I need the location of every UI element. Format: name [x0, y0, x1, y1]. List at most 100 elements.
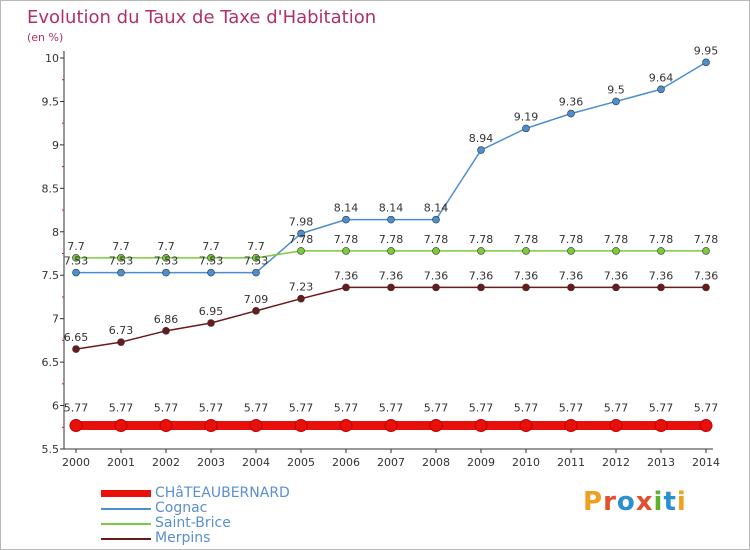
data-label: 7.78: [379, 233, 404, 246]
data-point: [609, 419, 623, 433]
y-tick-label: 8: [52, 226, 59, 239]
data-point: [342, 215, 350, 224]
data-point: [522, 247, 530, 255]
data-point: [612, 97, 620, 106]
data-label: 5.77: [559, 402, 584, 415]
data-label: 9.36: [559, 96, 584, 109]
data-point: [522, 124, 530, 133]
data-point: [117, 254, 125, 262]
data-label: 7.7: [202, 240, 220, 253]
data-point: [342, 247, 350, 255]
data-label: 7.36: [379, 269, 404, 282]
data-point: [162, 254, 170, 262]
data-point: [297, 294, 305, 303]
x-tick-label: 2008: [422, 456, 450, 469]
data-label: 5.77: [244, 402, 269, 415]
data-label: 9.5: [607, 83, 625, 96]
data-point: [477, 146, 485, 154]
y-tick-label: 6: [52, 400, 59, 413]
legend-label-cognac: Cognac: [155, 500, 208, 516]
chart-subtitle: (en %): [27, 31, 64, 44]
x-tick-label: 2012: [602, 456, 630, 469]
x-tick-label: 2009: [467, 456, 495, 469]
data-label: 6.73: [109, 324, 134, 337]
data-point: [564, 419, 578, 433]
legend-item-chateaubernard: CHâTEAUBERNARD: [101, 485, 361, 502]
data-label: 8.14: [379, 202, 404, 215]
data-label: 7.36: [424, 269, 449, 282]
data-point: [207, 319, 215, 327]
data-point: [159, 419, 173, 433]
data-point: [69, 419, 83, 433]
data-point: [249, 419, 263, 433]
data-point: [384, 419, 398, 433]
x-tick-label: 2002: [152, 456, 180, 469]
data-label: 5.77: [109, 402, 134, 415]
data-label: 5.77: [379, 402, 404, 415]
data-label: 7.36: [469, 269, 494, 282]
data-label: 5.77: [604, 402, 629, 415]
legend-label-merpins: Merpins: [155, 530, 211, 546]
data-label: 7.36: [559, 269, 584, 282]
y-tick-label: 9: [52, 139, 59, 152]
data-point: [342, 283, 350, 292]
legend-item-cognac: Cognac: [101, 500, 361, 517]
data-point: [519, 419, 533, 433]
data-point: [657, 85, 665, 94]
data-point: [567, 283, 575, 292]
x-tick-label: 2000: [62, 456, 90, 469]
data-label: 6.65: [64, 331, 89, 344]
data-label: 9.64: [649, 71, 674, 84]
y-tick-label: 6.5: [42, 356, 60, 369]
data-label: 7.78: [334, 233, 359, 246]
data-label: 7.78: [424, 233, 449, 246]
data-label: 5.77: [334, 402, 359, 415]
data-point: [477, 283, 485, 292]
data-point: [252, 307, 260, 315]
data-point: [117, 268, 125, 277]
legend-label-chateaubernard: CHâTEAUBERNARD: [155, 485, 290, 501]
x-tick-label: 2010: [512, 456, 540, 469]
data-point: [114, 419, 128, 433]
data-label: 7.53: [64, 255, 89, 268]
data-label: 5.77: [199, 402, 224, 415]
data-label: 8.14: [334, 202, 359, 215]
data-point: [387, 215, 395, 224]
data-point: [72, 254, 80, 262]
x-tick-label: 2014: [692, 456, 720, 469]
data-label: 6.95: [199, 305, 224, 318]
data-point: [252, 254, 260, 262]
data-point: [429, 419, 443, 433]
data-label: 7.78: [604, 233, 629, 246]
data-label: 8.14: [424, 202, 449, 215]
legend-item-merpins: Merpins: [101, 530, 361, 547]
data-point: [432, 247, 440, 255]
data-point: [72, 268, 80, 277]
y-tick-label: 5.5: [42, 443, 60, 456]
data-point: [204, 419, 218, 433]
data-label: 5.77: [64, 402, 89, 415]
x-tick-label: 2013: [647, 456, 675, 469]
data-label: 5.77: [649, 402, 674, 415]
data-label: 7.36: [334, 269, 359, 282]
data-point: [474, 419, 488, 433]
logo-letter: P: [583, 487, 604, 517]
data-point: [567, 247, 575, 255]
data-point: [654, 419, 668, 433]
y-tick-label: 8.5: [42, 182, 60, 195]
chart-title: Evolution du Taux de Taxe d'Habitation: [27, 7, 377, 28]
data-label: 7.36: [514, 269, 539, 282]
legend-swatch-cognac: [101, 508, 151, 510]
logo-letter: o: [616, 487, 636, 517]
data-point: [567, 109, 575, 118]
data-label: 6.86: [154, 313, 179, 326]
y-tick-label: 7.5: [42, 269, 60, 282]
data-label: 7.23: [289, 281, 314, 294]
x-tick-label: 2003: [197, 456, 225, 469]
data-label: 7.7: [247, 240, 265, 253]
data-label: 7.78: [649, 233, 674, 246]
data-label: 9.19: [514, 110, 539, 123]
data-point: [432, 215, 440, 224]
data-point: [612, 283, 620, 292]
